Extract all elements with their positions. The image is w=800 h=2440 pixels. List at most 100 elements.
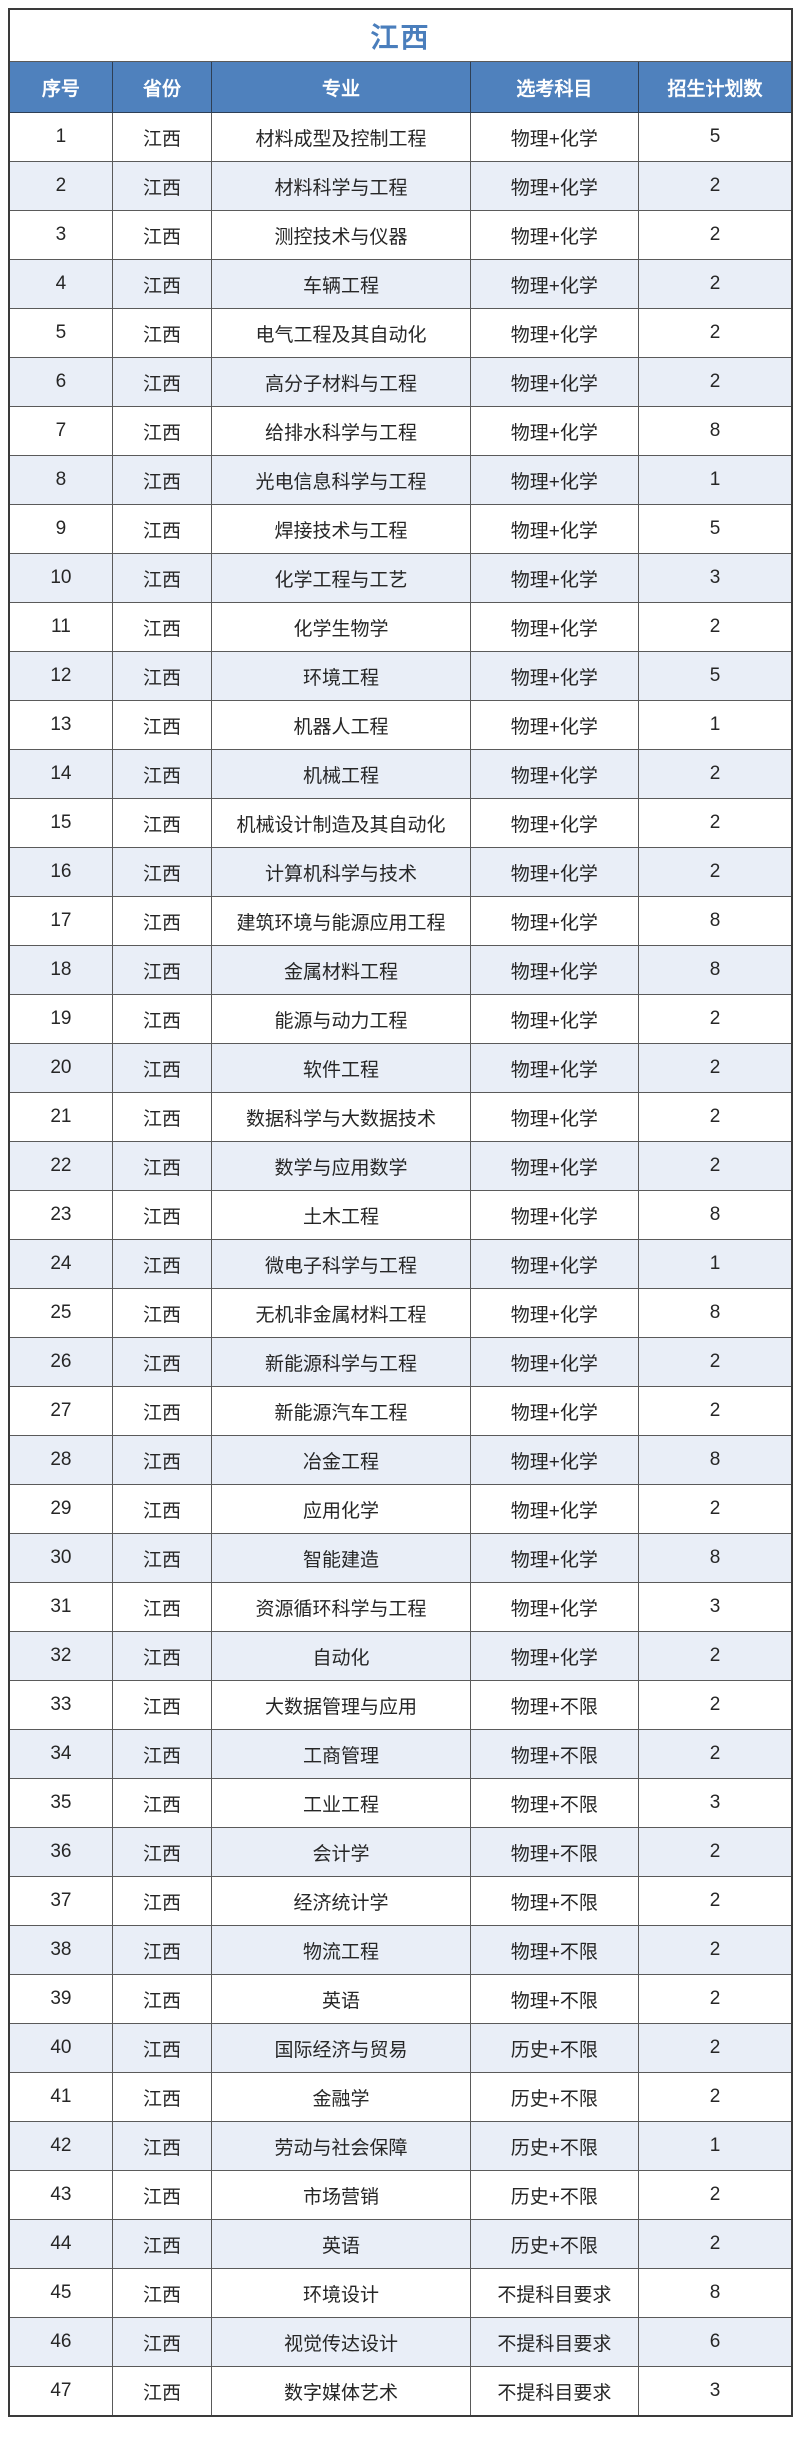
cell-plan-count: 5	[638, 112, 793, 162]
table-row: 46 江西 视觉传达设计 不提科目要求 6	[8, 2317, 793, 2367]
cell-index: 31	[8, 1582, 113, 1632]
cell-province: 江西	[111, 896, 213, 946]
cell-plan-count: 5	[638, 651, 793, 701]
cell-plan-count: 3	[638, 2366, 793, 2417]
cell-major: 劳动与社会保障	[211, 2121, 471, 2171]
column-header: 招生计划数	[638, 61, 793, 113]
cell-major: 数字媒体艺术	[211, 2366, 471, 2417]
cell-subjects: 物理+化学	[469, 1582, 640, 1632]
cell-subjects: 物理+化学	[469, 1288, 640, 1338]
cell-subjects: 物理+化学	[469, 749, 640, 799]
cell-index: 28	[8, 1435, 113, 1485]
table-row: 31 江西 资源循环科学与工程 物理+化学 3	[8, 1582, 793, 1632]
table-row: 22 江西 数学与应用数学 物理+化学 2	[8, 1141, 793, 1191]
cell-plan-count: 8	[638, 896, 793, 946]
table-row: 8 江西 光电信息科学与工程 物理+化学 1	[8, 455, 793, 505]
cell-major: 机械工程	[211, 749, 471, 799]
cell-province: 江西	[111, 112, 213, 162]
cell-index: 10	[8, 553, 113, 603]
cell-index: 8	[8, 455, 113, 505]
cell-major: 环境工程	[211, 651, 471, 701]
cell-province: 江西	[111, 2219, 213, 2269]
cell-plan-count: 1	[638, 700, 793, 750]
table-row: 36 江西 会计学 物理+不限 2	[8, 1827, 793, 1877]
cell-province: 江西	[111, 1925, 213, 1975]
cell-province: 江西	[111, 1484, 213, 1534]
table-row: 13 江西 机器人工程 物理+化学 1	[8, 700, 793, 750]
table-row: 24 江西 微电子科学与工程 物理+化学 1	[8, 1239, 793, 1289]
cell-major: 数学与应用数学	[211, 1141, 471, 1191]
cell-province: 江西	[111, 1386, 213, 1436]
cell-plan-count: 8	[638, 1190, 793, 1240]
cell-index: 36	[8, 1827, 113, 1877]
column-header: 专业	[211, 61, 471, 113]
table-row: 10 江西 化学工程与工艺 物理+化学 3	[8, 553, 793, 603]
cell-province: 江西	[111, 651, 213, 701]
cell-province: 江西	[111, 1337, 213, 1387]
table-row: 34 江西 工商管理 物理+不限 2	[8, 1729, 793, 1779]
cell-index: 13	[8, 700, 113, 750]
cell-subjects: 物理+化学	[469, 1141, 640, 1191]
table-row: 16 江西 计算机科学与技术 物理+化学 2	[8, 847, 793, 897]
table-row: 44 江西 英语 历史+不限 2	[8, 2219, 793, 2269]
cell-major: 新能源科学与工程	[211, 1337, 471, 1387]
cell-index: 32	[8, 1631, 113, 1681]
cell-province: 江西	[111, 357, 213, 407]
cell-plan-count: 2	[638, 2072, 793, 2122]
cell-subjects: 物理+不限	[469, 1729, 640, 1779]
cell-index: 9	[8, 504, 113, 554]
cell-subjects: 物理+化学	[469, 651, 640, 701]
table-row: 9 江西 焊接技术与工程 物理+化学 5	[8, 504, 793, 554]
cell-major: 软件工程	[211, 1043, 471, 1093]
table-row: 14 江西 机械工程 物理+化学 2	[8, 749, 793, 799]
cell-major: 新能源汽车工程	[211, 1386, 471, 1436]
table-row: 11 江西 化学生物学 物理+化学 2	[8, 602, 793, 652]
cell-province: 江西	[111, 1778, 213, 1828]
cell-major: 微电子科学与工程	[211, 1239, 471, 1289]
cell-major: 无机非金属材料工程	[211, 1288, 471, 1338]
cell-major: 能源与动力工程	[211, 994, 471, 1044]
cell-major: 智能建造	[211, 1533, 471, 1583]
table-row: 23 江西 土木工程 物理+化学 8	[8, 1190, 793, 1240]
cell-plan-count: 2	[638, 259, 793, 309]
table-row: 7 江西 给排水科学与工程 物理+化学 8	[8, 406, 793, 456]
cell-subjects: 物理+化学	[469, 504, 640, 554]
cell-subjects: 物理+化学	[469, 1190, 640, 1240]
page-title: 江西	[8, 8, 793, 62]
cell-province: 江西	[111, 945, 213, 995]
cell-province: 江西	[111, 994, 213, 1044]
cell-major: 给排水科学与工程	[211, 406, 471, 456]
cell-subjects: 历史+不限	[469, 2219, 640, 2269]
cell-index: 46	[8, 2317, 113, 2367]
cell-index: 39	[8, 1974, 113, 2024]
cell-plan-count: 3	[638, 1778, 793, 1828]
table-row: 45 江西 环境设计 不提科目要求 8	[8, 2268, 793, 2318]
cell-index: 29	[8, 1484, 113, 1534]
cell-plan-count: 2	[638, 357, 793, 407]
cell-subjects: 物理+化学	[469, 1631, 640, 1681]
cell-province: 江西	[111, 2317, 213, 2367]
cell-major: 金属材料工程	[211, 945, 471, 995]
cell-subjects: 物理+化学	[469, 1043, 640, 1093]
cell-index: 5	[8, 308, 113, 358]
cell-province: 江西	[111, 259, 213, 309]
cell-subjects: 物理+化学	[469, 553, 640, 603]
cell-major: 英语	[211, 1974, 471, 2024]
cell-province: 江西	[111, 847, 213, 897]
cell-province: 江西	[111, 455, 213, 505]
admission-plan-table: 江西 序号 省份 专业 选考科目 招生计划数 1 江西 材料成型及控制工程 物理+化学 …	[8, 8, 793, 2417]
cell-major: 高分子材料与工程	[211, 357, 471, 407]
cell-subjects: 物理+化学	[469, 1337, 640, 1387]
cell-plan-count: 2	[638, 749, 793, 799]
cell-major: 金融学	[211, 2072, 471, 2122]
cell-province: 江西	[111, 504, 213, 554]
cell-major: 工业工程	[211, 1778, 471, 1828]
cell-subjects: 物理+不限	[469, 1925, 640, 1975]
cell-index: 34	[8, 1729, 113, 1779]
table-row: 4 江西 车辆工程 物理+化学 2	[8, 259, 793, 309]
table-row: 43 江西 市场营销 历史+不限 2	[8, 2170, 793, 2220]
column-header: 选考科目	[469, 61, 640, 113]
cell-major: 建筑环境与能源应用工程	[211, 896, 471, 946]
table-row: 25 江西 无机非金属材料工程 物理+化学 8	[8, 1288, 793, 1338]
